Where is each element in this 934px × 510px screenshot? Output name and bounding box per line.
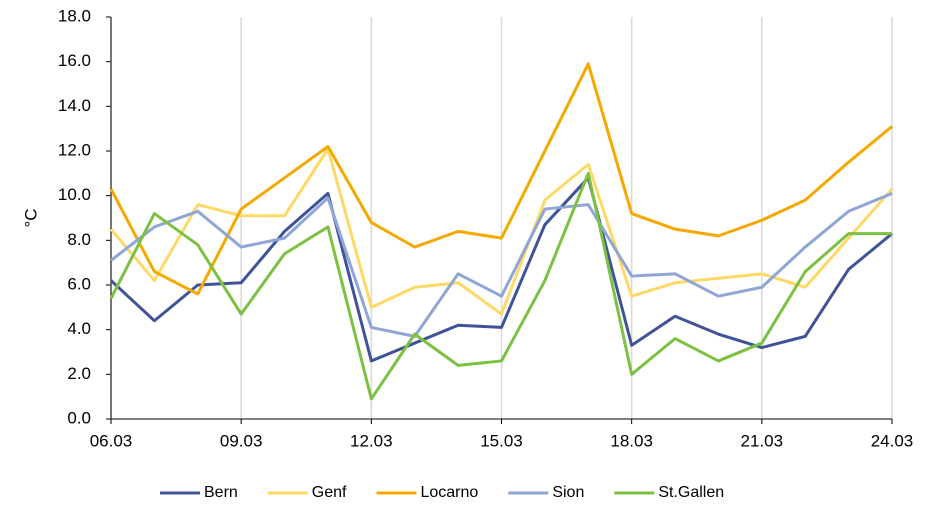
- x-tick-label: 18.03: [610, 431, 653, 450]
- x-tick-label: 12.03: [350, 431, 393, 450]
- legend-label: Locarno: [420, 484, 478, 501]
- legend-label: St.Gallen: [658, 484, 724, 501]
- series-line: [109, 171, 892, 401]
- y-tick-label: 4.0: [67, 319, 91, 338]
- x-tick-label: 21.03: [741, 431, 784, 450]
- y-tick-label: 16.0: [58, 51, 91, 70]
- y-tick-label: 6.0: [67, 274, 91, 293]
- x-tick-label: 24.03: [871, 431, 914, 450]
- series-line: [110, 192, 893, 338]
- y-tick-label: 2.0: [67, 364, 91, 383]
- y-tick-label: 14.0: [58, 96, 91, 115]
- y-tick-label: 12.0: [58, 140, 91, 159]
- series-line: [109, 62, 893, 296]
- y-axis-label: °C: [21, 208, 40, 227]
- legend-label: Bern: [204, 484, 238, 501]
- y-tick-label: 8.0: [67, 230, 91, 249]
- series-line: [109, 176, 893, 363]
- y-tick-label: 10.0: [58, 185, 91, 204]
- y-tick-label: 0.0: [67, 408, 91, 427]
- legend-label: Genf: [312, 484, 347, 501]
- x-tick-label: 09.03: [220, 431, 263, 450]
- legend-label: Sion: [552, 484, 584, 501]
- x-tick-label: 06.03: [90, 431, 133, 450]
- x-tick-label: 15.03: [480, 431, 523, 450]
- y-tick-label: 18.0: [58, 6, 91, 25]
- series-line: [109, 147, 894, 316]
